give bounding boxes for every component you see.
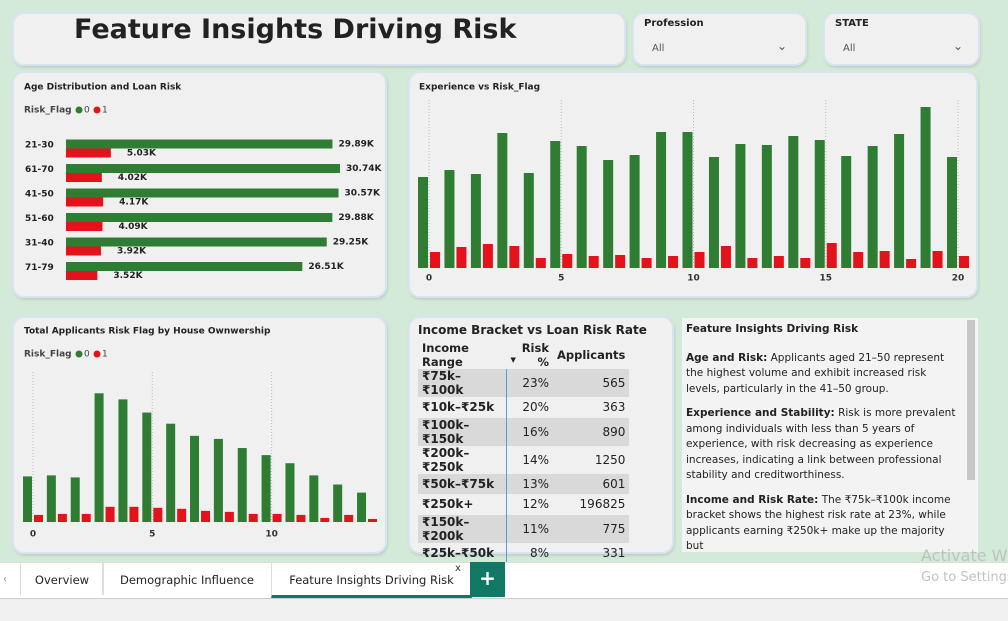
table-cell: 14% — [522, 452, 549, 467]
filter[interactable]: STATE All ⌄ — [825, 14, 978, 64]
column-header: Applicants — [557, 348, 626, 362]
paragraph-body: The ₹75k–₹100k income bracket shows the … — [686, 493, 951, 553]
table-cell: 890 — [602, 424, 626, 439]
chevron: ⌄ — [953, 39, 964, 53]
column-header: Income Range — [422, 341, 469, 369]
table-cell: ₹75k–₹100k — [418, 369, 507, 397]
paragraph-body: Applicants aged 21–50 represent the high… — [686, 351, 945, 395]
table-cell: 363 — [602, 400, 626, 415]
table-cell: 16% — [522, 424, 549, 439]
title-card: Feature Insights Driving Risk — [14, 14, 624, 64]
text-panel: Feature Insights Driving Risk Age and Ris… — [682, 318, 978, 552]
paragraph-lead: Income and Risk Rate: — [686, 493, 819, 506]
table-title: Income Bracket vs Loan Risk Rate — [418, 323, 647, 337]
table-cell: 1250 — [594, 452, 626, 467]
table-row: ₹75k–₹100k 23% 565 — [418, 369, 630, 397]
table-cell: ₹10k–₹25k — [418, 397, 507, 418]
table-card: Income Bracket vs Loan Risk Rate Income … — [410, 318, 672, 563]
filter-value: All — [652, 43, 665, 54]
table-row: ₹250k+ 12% 196825 — [418, 494, 629, 515]
tab[interactable]: Feature Insights Driving Risk — [271, 563, 472, 598]
table-cell: 12% — [522, 497, 549, 512]
text-body: Feature Insights Driving Risk Age and Ris… — [686, 322, 962, 552]
scrollbar[interactable] — [967, 320, 975, 480]
table-cell: ₹250k+ — [418, 494, 507, 515]
paragraph-body: Risk is more prevalent among individuals… — [686, 407, 956, 481]
watermark: Go to Settings — [921, 570, 1008, 585]
table-wrap: Income Range Risk % ▼ Applicants ₹75k–₹100k 2… — [418, 341, 630, 563]
sort-arrow: ▼ — [510, 356, 516, 364]
table-cell: 196825 — [579, 497, 626, 512]
table-row: ₹200k–₹250k 14% 1250 — [418, 445, 629, 474]
table-cell: 331 — [602, 545, 626, 560]
paragraph-lead: Experience and Stability: — [686, 407, 835, 419]
tab-scroll[interactable]: ‹ — [3, 574, 7, 585]
table-cell: 20% — [522, 400, 549, 415]
table: Income Range Risk % ▼ Applicants ₹75k–₹100k 2… — [418, 341, 630, 563]
chart-card — [410, 73, 976, 296]
filter-value: All — [843, 43, 856, 54]
panel-title: Feature Insights Driving Risk — [686, 323, 859, 335]
paragraph: Age and Risk: Applicants aged 21–50 repr… — [686, 351, 962, 398]
tab-close[interactable]: x — [455, 563, 461, 574]
table-cell: 23% — [522, 376, 549, 390]
paragraph: Income and Risk Rate: The ₹75k–₹100k inc… — [686, 493, 962, 553]
table-cell: 565 — [602, 376, 626, 390]
table-cell: 13% — [522, 476, 549, 491]
table-row: ₹10k–₹25k 20% 363 — [418, 397, 629, 418]
table-cell: ₹50k–₹75k — [418, 473, 507, 494]
table-cell: 11% — [522, 521, 549, 536]
table-row: ₹50k–₹75k 13% 601 — [418, 473, 630, 494]
column-header: Risk % ▼ — [510, 341, 550, 369]
status-bar — [0, 598, 1008, 621]
table-cell: ₹200k–₹250k — [418, 445, 507, 474]
tab[interactable]: Demographic Influence — [102, 563, 272, 595]
header-row: Income Range Risk % ▼ Applicants — [418, 341, 629, 369]
table-cell: 8% — [529, 545, 549, 560]
tab[interactable]: Overview — [20, 563, 104, 595]
table-row: ₹25k–₹50k 8% 331 — [418, 542, 629, 563]
table-row: ₹150k–₹200k 11% 775 — [418, 514, 630, 543]
filter-label: STATE — [835, 18, 869, 29]
table-cell: ₹25k–₹50k — [418, 542, 507, 563]
add-tab[interactable]: + — [470, 562, 505, 597]
paragraph: Experience and Stability: Risk is more p… — [686, 406, 962, 484]
table-row: ₹100k–₹150k 16% 890 — [418, 417, 630, 446]
chart-card — [14, 318, 385, 552]
page-title: Feature Insights Driving Risk — [74, 14, 517, 45]
watermark: Activate Windows — [921, 546, 1008, 565]
table-cell: 601 — [602, 476, 626, 491]
chart-card — [14, 73, 385, 296]
table-cell: ₹150k–₹200k — [418, 514, 507, 543]
paragraph-lead: Age and Risk: — [686, 351, 768, 364]
filter[interactable]: Profession All ⌄ — [634, 14, 805, 64]
chevron: ⌄ — [777, 39, 788, 53]
table-cell: ₹100k–₹150k — [418, 417, 507, 446]
table-cell: 775 — [602, 521, 626, 536]
filter-label: Profession — [644, 18, 704, 29]
